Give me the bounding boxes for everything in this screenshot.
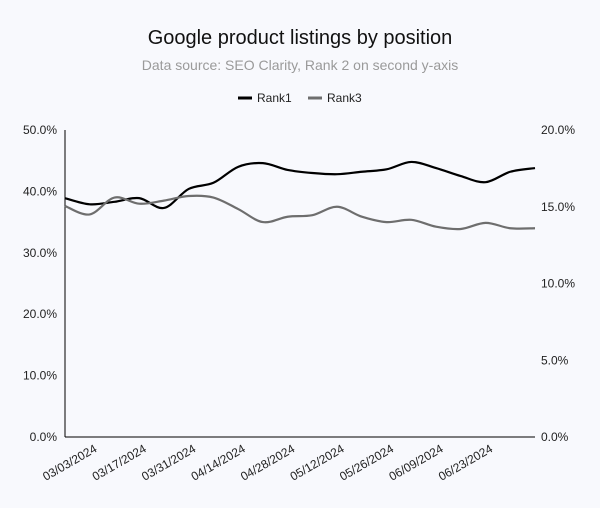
series-line-rank3 [64, 194, 536, 231]
y-left-tick-label: 10.0% [23, 369, 57, 383]
x-tick-label: 03/31/2024 [139, 441, 198, 483]
x-tick-label: 03/17/2024 [90, 441, 149, 483]
x-tick-label: 06/23/2024 [436, 441, 495, 483]
y-left-tick-label: 40.0% [23, 184, 57, 198]
chart-subtitle: Data source: SEO Clarity, Rank 2 on seco… [142, 57, 458, 73]
x-tick-label: 03/03/2024 [40, 441, 99, 483]
y-right-tick-label: 20.0% [541, 123, 575, 137]
x-tick-label: 04/14/2024 [189, 441, 248, 483]
x-tick-label: 05/26/2024 [337, 441, 396, 483]
y-right-tick-label: 15.0% [541, 200, 575, 214]
chart-title: Google product listings by position [148, 27, 453, 49]
legend-label: Rank3 [327, 91, 362, 105]
series-line-rank1 [64, 160, 536, 210]
x-tick-label: 06/09/2024 [387, 441, 446, 483]
x-tick-label: 05/12/2024 [288, 441, 347, 483]
y-left-tick-label: 20.0% [23, 307, 57, 321]
y-left-tick-label: 30.0% [23, 246, 57, 260]
y-right-tick-label: 0.0% [541, 430, 569, 444]
y-right-tick-label: 5.0% [541, 353, 569, 367]
y-left-tick-label: 0.0% [30, 430, 58, 444]
y-right-tick-label: 10.0% [541, 277, 575, 291]
legend-label: Rank1 [257, 91, 292, 105]
x-tick-label: 04/28/2024 [238, 441, 297, 483]
y-left-tick-label: 50.0% [23, 123, 57, 137]
